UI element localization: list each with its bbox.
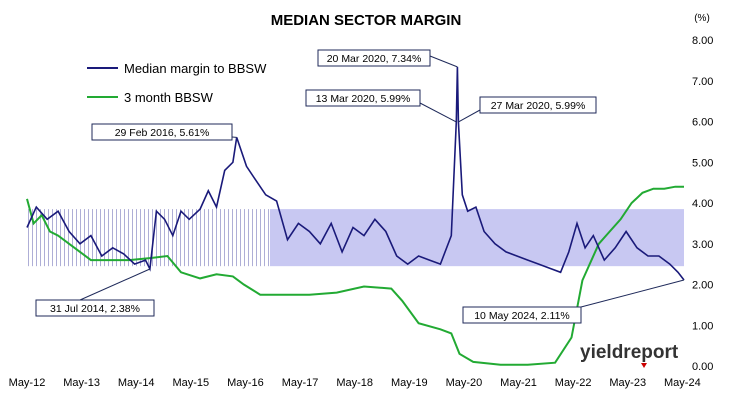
annotation-box: [35, 299, 155, 317]
annotation-callout: 13 Mar 2020, 5.99%: [305, 89, 457, 123]
annotation-box: [91, 123, 233, 141]
x-tick-label: May-17: [282, 377, 319, 389]
annotation-leader-line: [79, 268, 151, 301]
y-tick-label: 3.00: [692, 239, 713, 251]
annotation-box: [305, 89, 421, 107]
x-tick-label: May-24: [664, 377, 701, 389]
annotation-label: 13 Mar 2020, 5.99%: [316, 93, 411, 105]
y-tick-label: 6.00: [692, 117, 713, 129]
x-tick-label: May-23: [609, 377, 646, 389]
y-tick-label: 4.00: [692, 198, 713, 210]
x-tick-label: May-19: [391, 377, 428, 389]
x-tick-label: May-12: [9, 377, 46, 389]
annotation-label: 10 May 2024, 2.11%: [474, 310, 570, 322]
annotation-label: 29 Feb 2016, 5.61%: [115, 127, 210, 139]
annotation-box: [317, 49, 431, 67]
annotation-leader-line: [429, 55, 458, 68]
x-tick-label: May-16: [227, 377, 264, 389]
annotation-leader-line: [580, 279, 685, 308]
logo-accent-mark: [641, 363, 647, 368]
y-tick-label: 1.00: [692, 320, 713, 332]
annotation-label: 27 Mar 2020, 5.99%: [491, 100, 586, 112]
x-tick-label: May-14: [118, 377, 155, 389]
annotation-label: 20 Mar 2020, 7.34%: [327, 53, 422, 65]
x-tick-label: May-22: [555, 377, 592, 389]
y-tick-label: 0.00: [692, 361, 713, 373]
annotations: 29 Feb 2016, 5.61% 31 Jul 2014, 2.38% 20 M…: [35, 49, 685, 324]
logo-text: yieldreport: [580, 342, 679, 363]
y-axis-unit-label: (%): [694, 13, 710, 24]
x-axis: May-12 May-13 May-14 May-15 May-16 May-17 May-…: [9, 377, 701, 389]
series-line-3-month-bbsw: [26, 185, 684, 366]
annotation-leader-line: [458, 109, 481, 123]
annotation-callout: 10 May 2024, 2.11%: [462, 279, 685, 324]
annotation-leader-line: [419, 102, 457, 123]
y-axis: 0.00 1.00 2.00 3.00 4.00 5.00 6.00 7.00 8.00: [692, 35, 713, 373]
annotation-callout: 29 Feb 2016, 5.61%: [91, 123, 237, 141]
y-tick-label: 5.00: [692, 157, 713, 169]
legend-label-3-month-bbsw: 3 month BBSW: [124, 90, 214, 105]
yieldreport-logo: yieldreport: [580, 342, 679, 368]
annotation-callout: 20 Mar 2020, 7.34%: [317, 49, 458, 68]
annotation-callout: 27 Mar 2020, 5.99%: [458, 96, 597, 123]
y-tick-label: 2.00: [692, 280, 713, 292]
annotation-box: [479, 96, 597, 114]
x-tick-label: May-21: [500, 377, 537, 389]
legend: Median margin to BBSW 3 month BBSW: [87, 61, 267, 105]
band-hatched: [27, 209, 270, 267]
annotation-box: [462, 306, 582, 324]
annotation-label: 31 Jul 2014, 2.38%: [50, 303, 140, 315]
x-tick-label: May-18: [336, 377, 373, 389]
band-filled: [270, 209, 684, 267]
chart-title: MEDIAN SECTOR MARGIN: [271, 12, 462, 29]
x-tick-label: May-15: [172, 377, 209, 389]
x-tick-label: May-13: [63, 377, 100, 389]
series-line-median-margin: [26, 66, 685, 281]
legend-label-median-margin: Median margin to BBSW: [124, 61, 267, 76]
y-tick-label: 7.00: [692, 76, 713, 88]
x-tick-label: May-20: [446, 377, 483, 389]
annotation-callout: 31 Jul 2014, 2.38%: [35, 268, 155, 317]
y-tick-label: 8.00: [692, 35, 713, 47]
